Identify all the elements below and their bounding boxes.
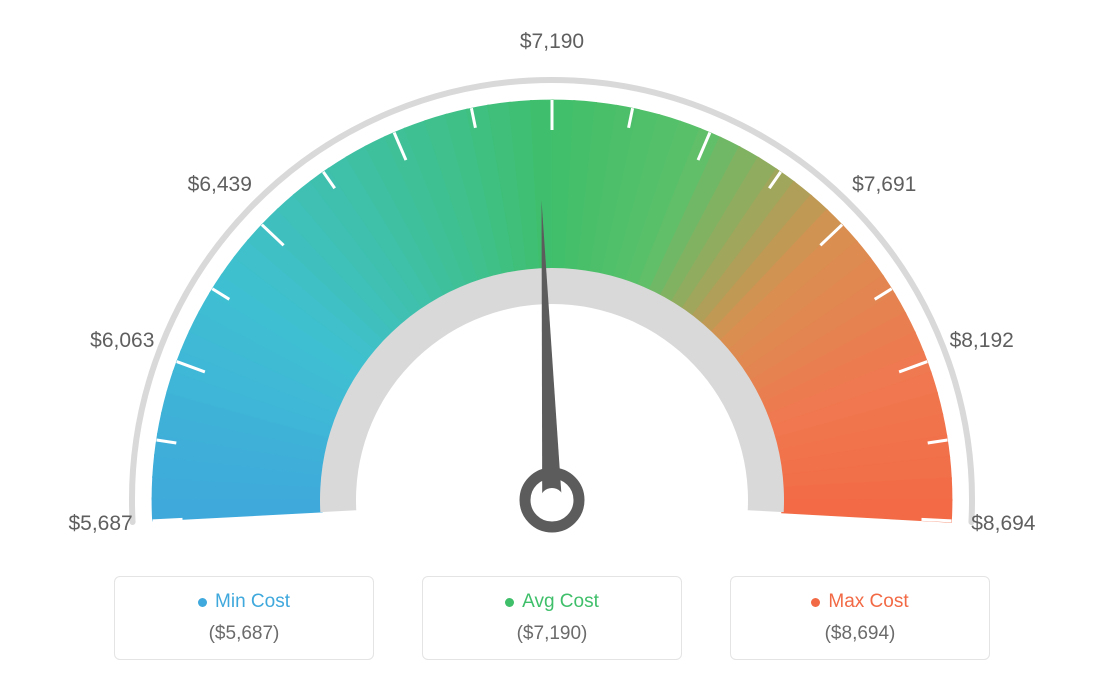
gauge-area: $5,687 $6,063 $6,439 $7,190 $7,691 $8,192 $8,6… <box>0 0 1104 560</box>
legend-min-label: Min Cost <box>215 591 290 613</box>
legend-avg: Avg Cost ($7,190) <box>422 576 682 660</box>
legend-min-value: ($5,687) <box>137 623 351 645</box>
legend-avg-dot <box>505 598 514 607</box>
legend-min: Min Cost ($5,687) <box>114 576 374 660</box>
legend-avg-title: Avg Cost <box>505 591 599 613</box>
gauge-tick-label: $8,694 <box>971 512 1035 536</box>
legend-max-title: Max Cost <box>811 591 908 613</box>
gauge-tick-label: $8,192 <box>950 329 1014 353</box>
legend-max-value: ($8,694) <box>753 623 967 645</box>
gauge-tick-label: $7,691 <box>852 173 916 197</box>
gauge-chart-container: { "gauge": { "type": "gauge", "center_x"… <box>0 0 1104 690</box>
legend-min-title: Min Cost <box>198 591 290 613</box>
legend-min-dot <box>198 598 207 607</box>
legend-max: Max Cost ($8,694) <box>730 576 990 660</box>
gauge-tick-label: $6,063 <box>90 329 154 353</box>
legend-row: Min Cost ($5,687) Avg Cost ($7,190) Max … <box>0 576 1104 660</box>
legend-avg-label: Avg Cost <box>522 591 599 613</box>
legend-avg-value: ($7,190) <box>445 623 659 645</box>
gauge-tick-label: $6,439 <box>188 173 252 197</box>
legend-max-dot <box>811 598 820 607</box>
legend-max-label: Max Cost <box>828 591 908 613</box>
gauge-svg <box>0 0 1104 560</box>
gauge-tick-label: $7,190 <box>520 30 584 54</box>
gauge-tick-label: $5,687 <box>68 512 132 536</box>
